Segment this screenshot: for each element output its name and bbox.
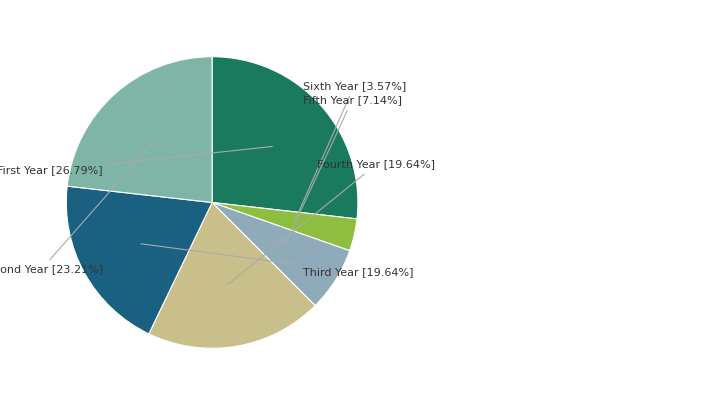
Wedge shape <box>212 57 358 219</box>
Text: Sixth Year [3.57%]: Sixth Year [3.57%] <box>296 81 406 219</box>
Text: First Year [26.79%]: First Year [26.79%] <box>0 147 273 175</box>
Text: Second Year [23.21%]: Second Year [23.21%] <box>0 142 154 275</box>
Wedge shape <box>212 202 349 306</box>
Text: Fourth Year [19.64%]: Fourth Year [19.64%] <box>229 160 435 284</box>
Wedge shape <box>212 202 357 251</box>
Wedge shape <box>149 202 315 348</box>
Text: Third Year [19.64%]: Third Year [19.64%] <box>141 244 413 277</box>
Wedge shape <box>67 57 212 202</box>
Text: Fifth Year [7.14%]: Fifth Year [7.14%] <box>285 96 401 245</box>
Wedge shape <box>66 186 212 334</box>
